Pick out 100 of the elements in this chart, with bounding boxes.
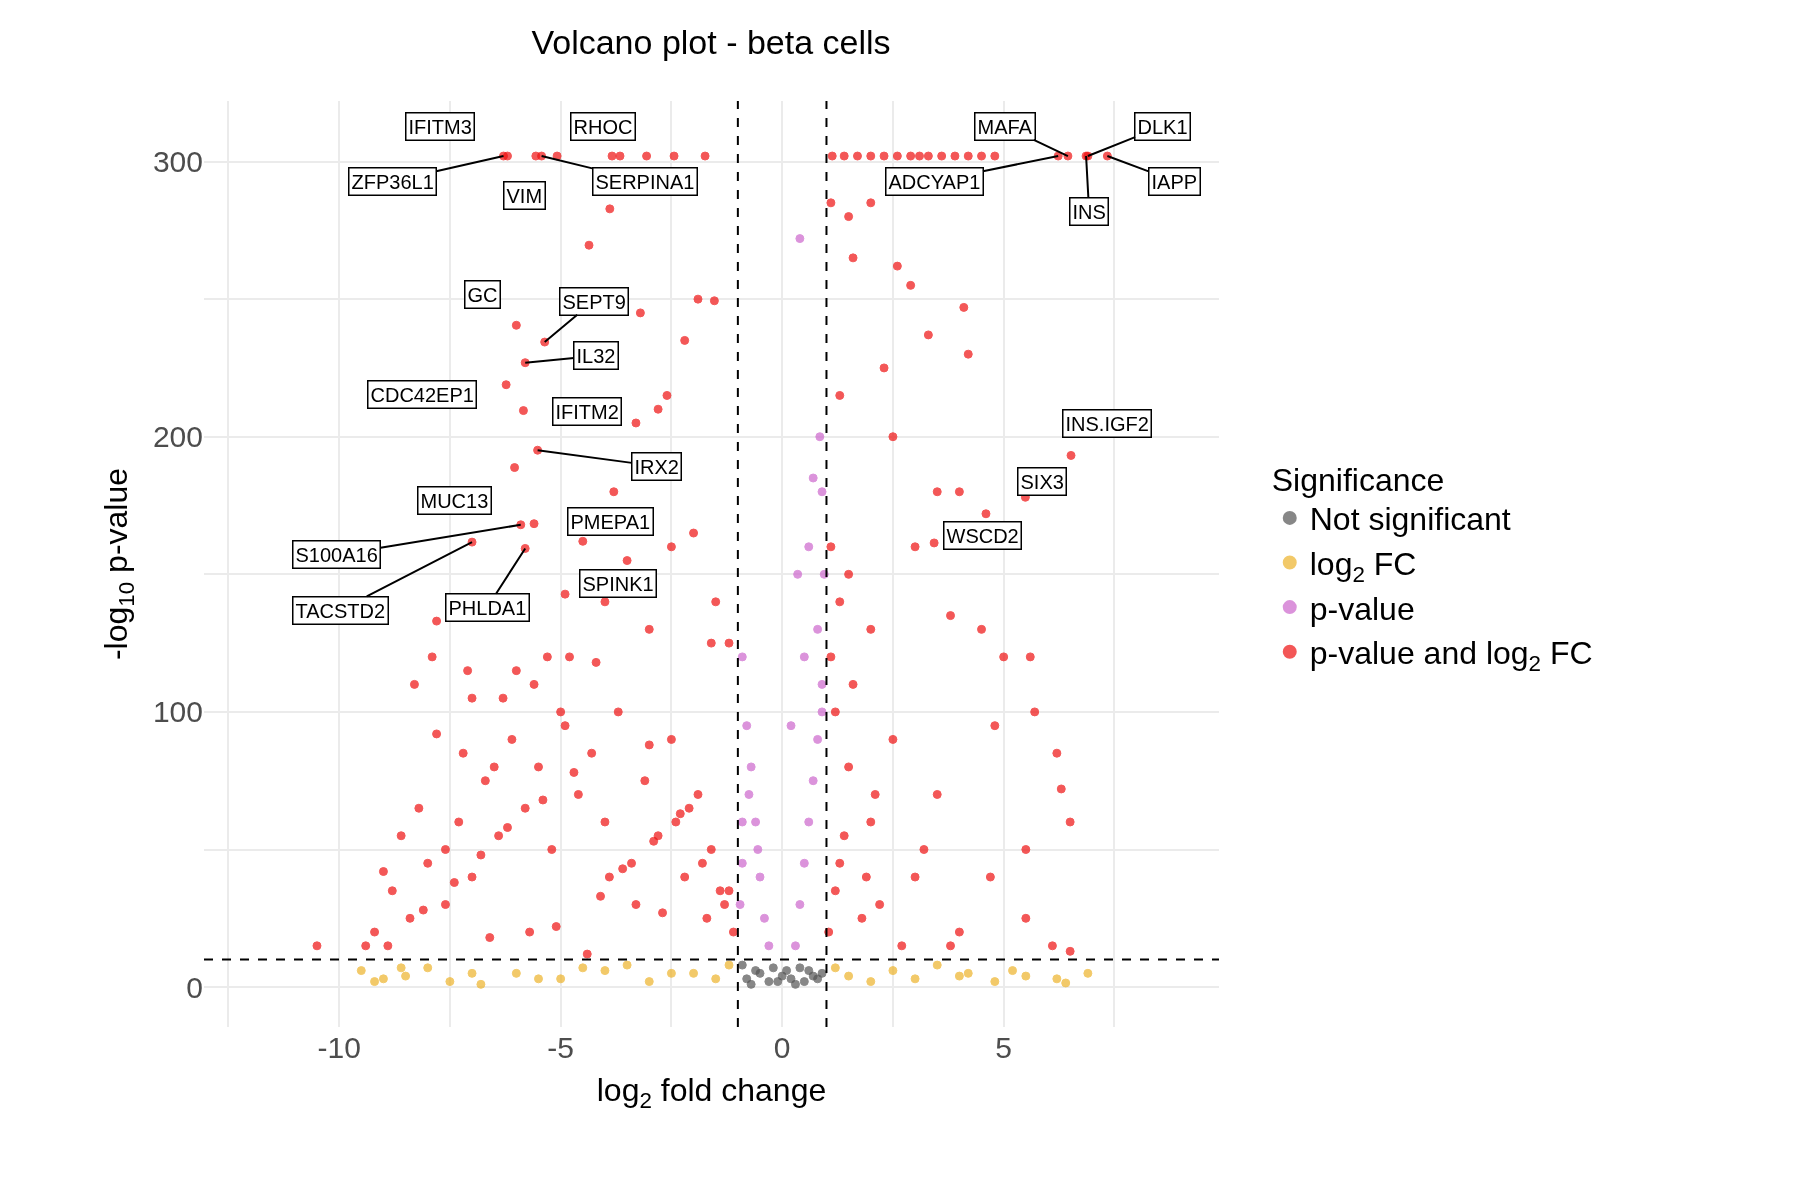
- point: [866, 977, 876, 987]
- annotation: S100A16: [295, 543, 378, 566]
- annotation: PHLDA1: [448, 596, 527, 619]
- point: [773, 977, 783, 987]
- point: [817, 707, 827, 717]
- annotation: ADCYAP1: [888, 170, 981, 193]
- legend-title: Significance: [1271, 461, 1445, 498]
- point: [799, 858, 809, 868]
- annotation: CDC42EP1: [370, 383, 474, 406]
- point: [356, 966, 366, 976]
- point: [742, 974, 752, 984]
- point: [476, 979, 486, 989]
- point: [795, 234, 805, 244]
- annotation: INS.IGF2: [1065, 412, 1149, 435]
- point: [556, 974, 566, 984]
- point: [782, 966, 792, 976]
- x-tick-label: 0: [773, 1031, 791, 1064]
- x-axis-title: log$_{2}$ fold change: [596, 1071, 827, 1113]
- legend-label: log$_{2}$ FC: [1309, 545, 1417, 587]
- annotation: IAPP: [1151, 170, 1198, 193]
- point: [737, 652, 747, 662]
- point: [910, 974, 920, 984]
- point: [786, 721, 796, 731]
- point: [423, 963, 433, 973]
- point: [799, 977, 809, 987]
- point: [963, 968, 973, 978]
- annotation: PMEPA1: [570, 510, 651, 533]
- point: [795, 900, 805, 910]
- point: [817, 968, 827, 978]
- point: [401, 971, 411, 981]
- point: [666, 968, 676, 978]
- annotation: RHOC: [573, 115, 633, 138]
- annotation: IRX2: [634, 455, 679, 478]
- point: [786, 974, 796, 984]
- chart-title: Volcano plot - beta cells: [531, 22, 891, 61]
- point: [1083, 968, 1093, 978]
- point: [746, 979, 756, 989]
- annotation: MAFA: [977, 115, 1033, 138]
- annotation: INS: [1072, 200, 1106, 223]
- point: [445, 977, 455, 987]
- annotation: VIM: [506, 184, 543, 207]
- annotation: WSCD2: [946, 524, 1019, 547]
- y-tick-label: 0: [186, 970, 203, 1004]
- point: [768, 963, 778, 973]
- point: [1052, 974, 1062, 984]
- annotation: SERPINA1: [595, 170, 695, 193]
- annotation: SPINK1: [582, 572, 654, 595]
- point: [844, 971, 854, 981]
- point: [737, 960, 747, 970]
- annotation: GC: [467, 283, 498, 306]
- point: [644, 977, 654, 987]
- point: [711, 974, 721, 984]
- point: [724, 960, 734, 970]
- point: [1021, 971, 1031, 981]
- point: [578, 963, 588, 973]
- point: [533, 974, 543, 984]
- point: [808, 971, 818, 981]
- point: [817, 679, 827, 689]
- point: [954, 971, 964, 981]
- point: [744, 789, 754, 799]
- annotation: ZFP36L1: [351, 170, 434, 193]
- x-tick-label: -10: [317, 1031, 361, 1064]
- point: [1061, 978, 1071, 988]
- point: [932, 960, 942, 970]
- annotation: MUC13: [420, 489, 489, 512]
- point: [1008, 966, 1018, 976]
- point: [600, 966, 610, 976]
- point: [817, 487, 827, 497]
- point: [511, 968, 521, 978]
- point: [396, 963, 406, 973]
- point: [755, 968, 765, 978]
- point: [467, 968, 477, 978]
- annotation: IL32: [576, 344, 616, 367]
- point: [764, 941, 774, 951]
- point: [753, 845, 763, 855]
- point: [735, 900, 745, 910]
- point: [689, 968, 699, 978]
- point: [751, 817, 761, 827]
- x-tick-label: 5: [995, 1031, 1013, 1064]
- annotation: DLK1: [1137, 115, 1188, 138]
- annotation: SIX3: [1020, 470, 1064, 493]
- point: [804, 817, 814, 827]
- legend-label: p-value: [1309, 590, 1415, 627]
- point: [888, 966, 898, 976]
- point: [790, 979, 800, 989]
- annotation: IFITM3: [408, 115, 472, 138]
- point: [808, 776, 818, 786]
- annotation: SEPT9: [562, 290, 626, 313]
- point: [813, 734, 823, 744]
- legend-label: Not significant: [1309, 501, 1511, 538]
- point: [790, 941, 800, 951]
- point: [378, 974, 388, 984]
- point: [764, 977, 774, 987]
- point: [742, 721, 752, 731]
- point: [799, 652, 809, 662]
- point: [990, 977, 1000, 987]
- legend-label: p-value and log$_{2}$ FC: [1309, 635, 1593, 676]
- point: [808, 473, 818, 483]
- point: [746, 762, 756, 772]
- point: [759, 913, 769, 923]
